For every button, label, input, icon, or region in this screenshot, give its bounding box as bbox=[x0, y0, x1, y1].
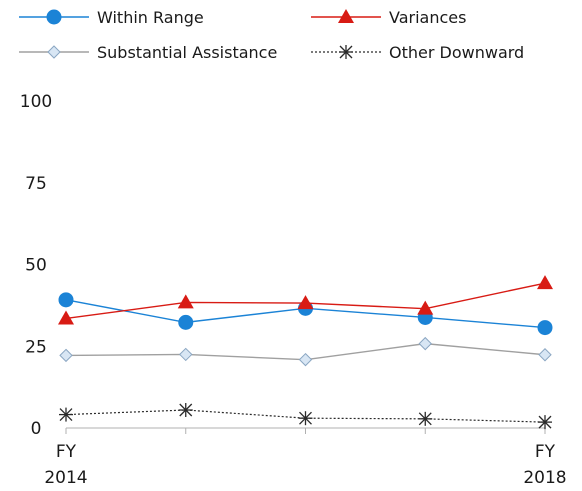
axes bbox=[65, 427, 546, 434]
data-point-variances bbox=[297, 295, 314, 310]
data-point-substantial-assistance bbox=[59, 348, 73, 363]
series-substantial-assistance bbox=[59, 336, 552, 367]
data-point-other-downward bbox=[418, 411, 433, 426]
legend: Within Range Variances Substantial Assista… bbox=[19, 8, 524, 62]
data-point-variances bbox=[177, 294, 194, 309]
data-point-variances bbox=[58, 310, 74, 325]
data-point-within-range bbox=[178, 314, 194, 330]
y-tick-label: 50 bbox=[25, 256, 47, 276]
legend-item-substantial-assistance: Substantial Assistance bbox=[19, 43, 277, 62]
legend-marker-other-downward bbox=[339, 45, 353, 59]
x-tick-label-last-line1: FY bbox=[535, 442, 556, 462]
data-point-substantial-assistance bbox=[538, 348, 552, 362]
data-point-other-downward bbox=[538, 415, 552, 430]
legend-label-variances: Variances bbox=[389, 8, 466, 27]
data-point-within-range bbox=[537, 320, 553, 336]
y-tick-label: 25 bbox=[25, 337, 47, 357]
legend-marker-substantial-assistance bbox=[47, 45, 61, 59]
x-tick-label-first-line2: 2014 bbox=[44, 468, 87, 488]
y-tick-label: 75 bbox=[25, 174, 47, 194]
data-point-other-downward bbox=[298, 411, 313, 426]
data-point-other-downward bbox=[178, 403, 193, 418]
series-variances bbox=[58, 275, 553, 325]
data-point-substantial-assistance bbox=[298, 352, 313, 367]
data-point-substantial-assistance bbox=[179, 347, 193, 362]
series-other-downward bbox=[59, 403, 552, 430]
x-tick-label-first-line1: FY bbox=[56, 442, 77, 462]
data-point-variances bbox=[537, 275, 553, 290]
data-point-substantial-assistance bbox=[418, 336, 432, 351]
legend-label-substantial-assistance: Substantial Assistance bbox=[97, 43, 277, 62]
series-group bbox=[58, 275, 553, 430]
legend-marker-within-range bbox=[46, 9, 62, 25]
legend-label-other-downward: Other Downward bbox=[389, 43, 524, 62]
legend-marker-variances bbox=[338, 9, 354, 23]
data-point-variances bbox=[417, 300, 434, 315]
x-axis-tick-labels: FY 2014 FY 2018 bbox=[44, 442, 566, 488]
legend-item-other-downward: Other Downward bbox=[311, 43, 524, 62]
y-tick-label: 0 bbox=[31, 419, 42, 439]
legend-label-within-range: Within Range bbox=[97, 8, 204, 27]
legend-item-variances: Variances bbox=[311, 8, 466, 27]
data-point-within-range bbox=[58, 292, 74, 308]
y-tick-label: 100 bbox=[20, 92, 52, 112]
y-axis-tick-labels: 0 25 50 75 100 bbox=[20, 92, 52, 439]
data-point-other-downward bbox=[59, 407, 73, 422]
x-tick-label-last-line2: 2018 bbox=[523, 468, 566, 488]
legend-item-within-range: Within Range bbox=[19, 8, 204, 27]
